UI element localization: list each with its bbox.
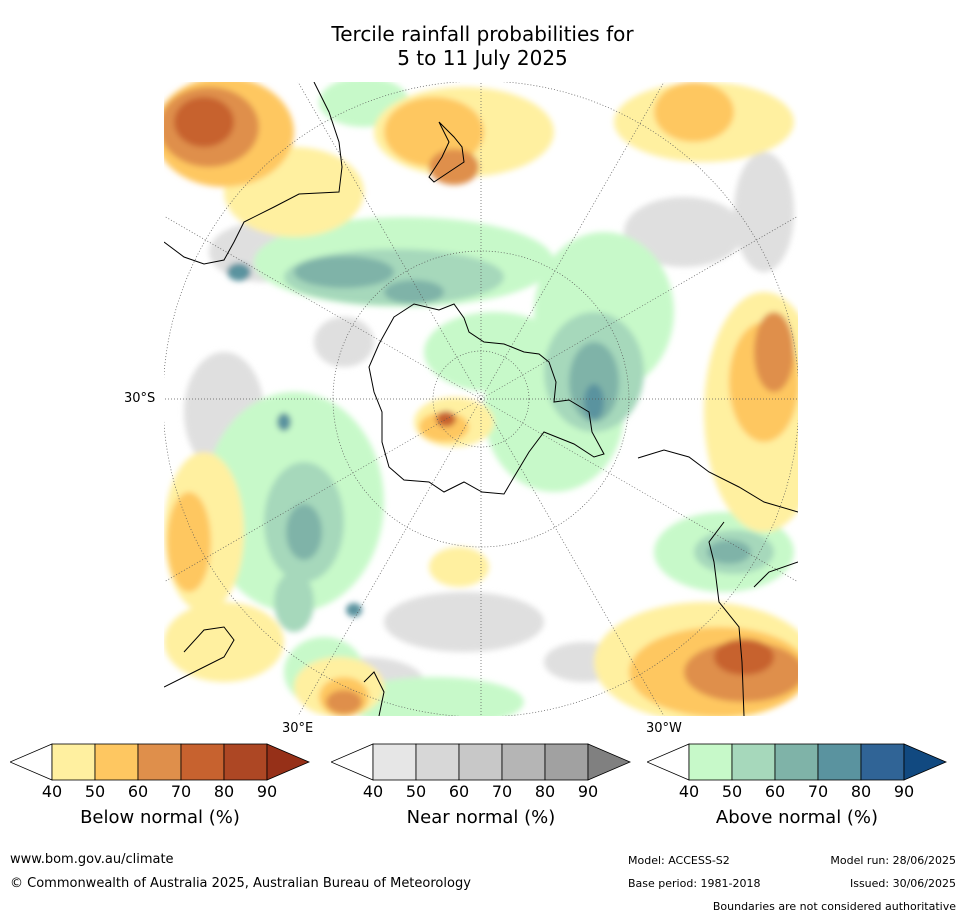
near-extend-low	[331, 743, 374, 781]
near-swatch	[458, 743, 503, 781]
below-swatch	[223, 743, 268, 781]
near-swatch	[415, 743, 460, 781]
antarctica-coastline	[368, 303, 605, 495]
near-tick-label: 90	[577, 782, 599, 801]
below-swatch	[94, 743, 139, 781]
above-tick-label: 40	[678, 782, 700, 801]
near-tick-label: 60	[448, 782, 470, 801]
above-tick-label: 50	[721, 782, 743, 801]
near-extend-high	[587, 743, 631, 781]
near-swatch	[544, 743, 589, 781]
below-tick-label: 40	[41, 782, 63, 801]
above-swatch	[774, 743, 819, 781]
near-normal-colorbar	[331, 743, 631, 781]
model-run-text: Model run: 28/06/2025	[830, 854, 956, 867]
near-swatch	[501, 743, 546, 781]
coastlines	[164, 82, 798, 716]
website-link[interactable]: www.bom.gov.au/climate	[10, 852, 174, 867]
above-tick-label: 80	[850, 782, 872, 801]
near-tick-label: 40	[362, 782, 384, 801]
near-normal-label: Near normal (%)	[406, 807, 556, 828]
above-swatch	[817, 743, 862, 781]
map-title-line-1: Tercile rainfall probabilities for	[331, 22, 634, 46]
near-tick-label: 80	[534, 782, 556, 801]
below-swatch	[180, 743, 225, 781]
below-normal-colorbar	[10, 743, 310, 781]
lon-label-30w: 30°W	[646, 721, 682, 736]
above-swatch	[688, 743, 733, 781]
above-normal-colorbar	[647, 743, 947, 781]
above-normal-label: Above normal (%)	[715, 807, 879, 828]
near-tick-label: 50	[405, 782, 427, 801]
lat-label-30s: 30°S	[124, 391, 156, 406]
near-normal-ticks: 40 50 60 70 80 90	[331, 782, 631, 802]
above-tick-label: 70	[807, 782, 829, 801]
issued-text: Issued: 30/06/2025	[849, 877, 956, 890]
below-tick-label: 50	[84, 782, 106, 801]
below-normal-label: Below normal (%)	[80, 807, 240, 828]
graticule	[164, 82, 798, 716]
below-normal-ticks: 40 50 60 70 80 90	[10, 782, 310, 802]
below-tick-label: 70	[170, 782, 192, 801]
above-extend-low	[647, 743, 690, 781]
above-swatch	[860, 743, 905, 781]
australia-coastline	[164, 82, 343, 265]
africa-coastline	[164, 626, 385, 716]
near-swatch	[372, 743, 417, 781]
above-extend-high	[903, 743, 947, 781]
copyright-text: © Commonwealth of Australia 2025, Austra…	[10, 876, 471, 891]
lon-label-30e: 30°E	[282, 721, 314, 736]
below-swatch	[51, 743, 96, 781]
above-tick-label: 90	[893, 782, 915, 801]
near-tick-label: 70	[491, 782, 513, 801]
disclaimer-text: Boundaries are not considered authoritat…	[712, 900, 956, 913]
above-normal-ticks: 40 50 60 70 80 90	[647, 782, 947, 802]
south-america-coastline	[637, 449, 798, 716]
above-swatch	[731, 743, 776, 781]
base-period-text: Base period: 1981-2018	[628, 877, 761, 890]
new-zealand-coastline	[428, 121, 465, 183]
map-title-line-2: 5 to 11 July 2025	[397, 46, 568, 70]
below-extend-low	[10, 743, 53, 781]
probability-field	[164, 82, 798, 716]
model-text: Model: ACCESS-S2	[628, 854, 730, 867]
below-tick-label: 80	[213, 782, 235, 801]
above-tick-label: 60	[764, 782, 786, 801]
below-tick-label: 60	[127, 782, 149, 801]
below-swatch	[137, 743, 182, 781]
below-tick-label: 90	[256, 782, 278, 801]
below-extend-high	[266, 743, 310, 781]
rainfall-probability-map	[164, 82, 798, 716]
